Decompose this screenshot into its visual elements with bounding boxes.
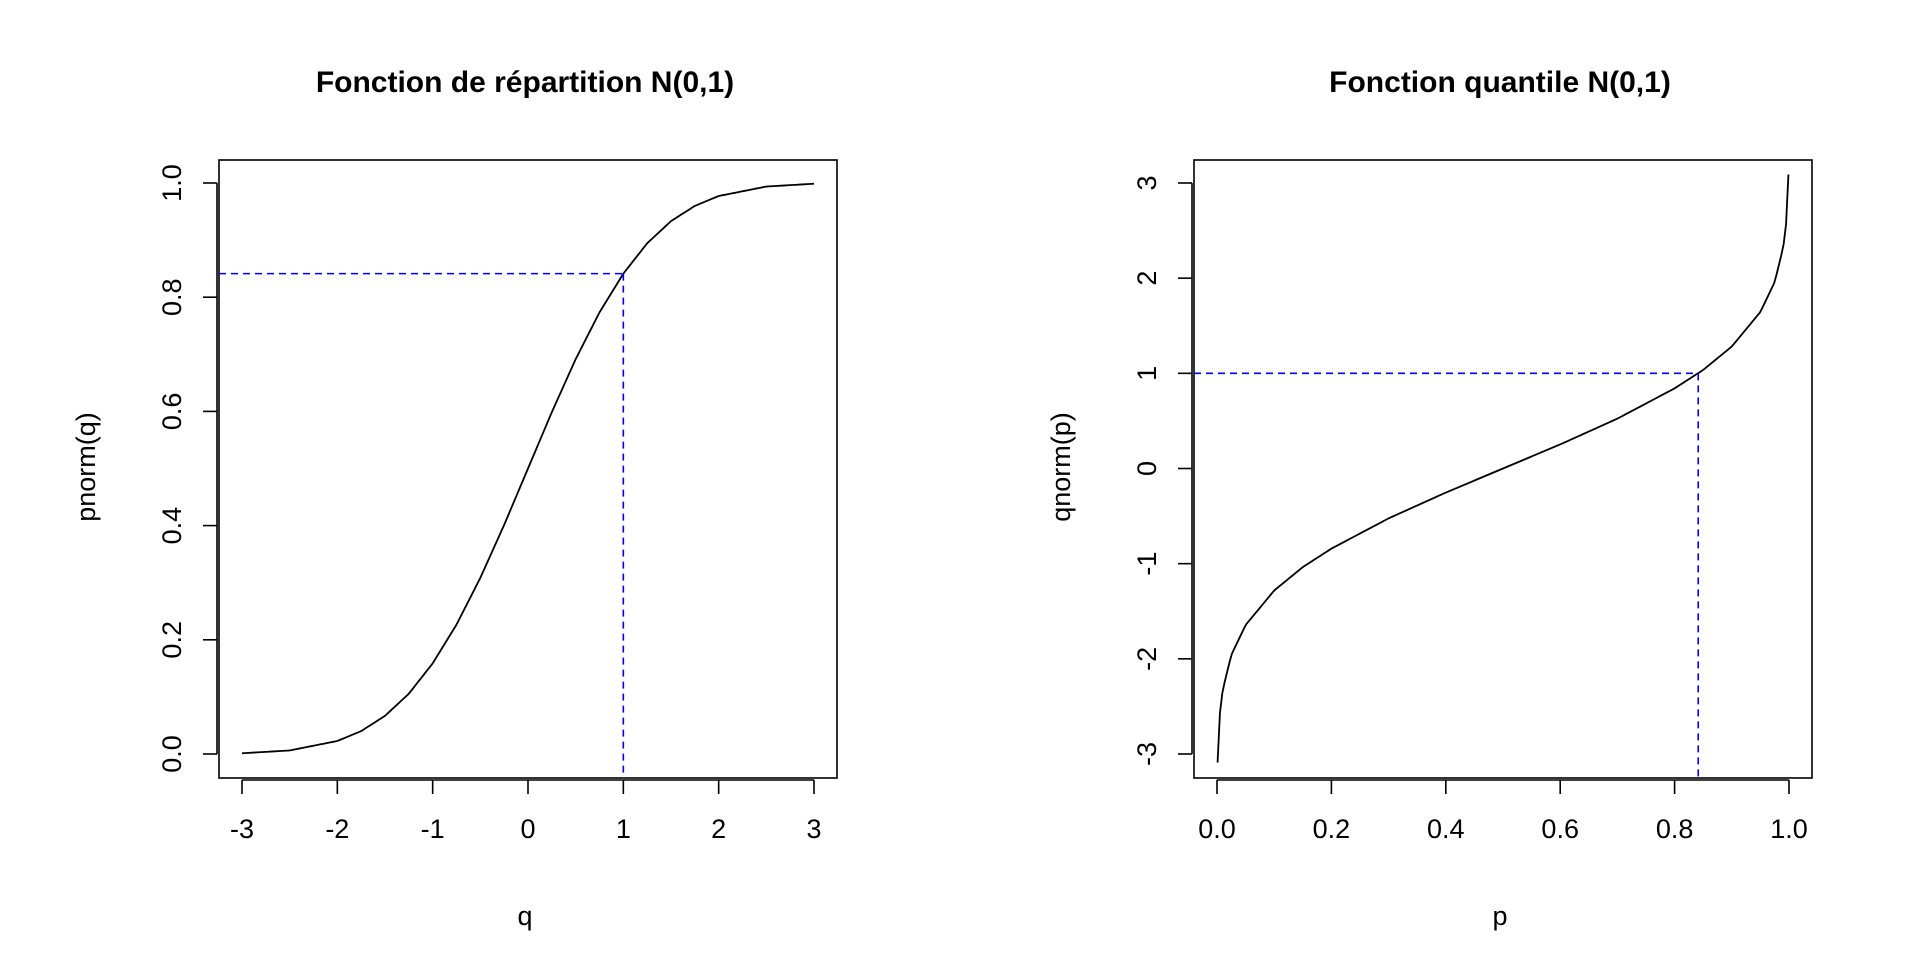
chart-cdf-series-line — [241, 182, 815, 755]
chart-quantile-y-tick-label: -2 — [1132, 647, 1162, 671]
chart-cdf-x-tick-label: 1 — [616, 814, 631, 844]
chart-quantile-title: Fonction quantile N(0,1) — [1329, 66, 1671, 99]
chart-quantile-series-line — [1216, 174, 1790, 763]
chart-quantile-y-tick-label: -3 — [1132, 742, 1162, 766]
chart-cdf-y-tick-label: 0.4 — [157, 507, 187, 545]
chart-cdf-y-tick-label: 0.8 — [157, 278, 187, 316]
chart-cdf-title: Fonction de répartition N(0,1) — [316, 66, 734, 99]
chart-cdf: Fonction de répartition N(0,1) q pnorm(q… — [71, 66, 838, 931]
chart-quantile-y-tick-label: 3 — [1132, 175, 1162, 190]
chart-cdf-x-tick-label: 2 — [711, 814, 726, 844]
chart-cdf-x-tick-label: 3 — [806, 814, 821, 844]
chart-cdf-x-tick-label: 0 — [520, 814, 535, 844]
chart-quantile-y-tick-label: 2 — [1132, 271, 1162, 286]
chart-quantile-x-tick-label: 0.0 — [1198, 814, 1236, 844]
chart-quantile: Fonction quantile N(0,1) p qnorm(p) 0.0 0… — [1046, 66, 1813, 931]
chart-quantile-x-tick-label: 0.8 — [1656, 814, 1694, 844]
chart-cdf-y-tick-label: 1.0 — [157, 164, 187, 202]
chart-quantile-frame — [1193, 159, 1813, 779]
chart-cdf-y-tick-label: 0.6 — [157, 393, 187, 431]
chart-cdf-y-axis-label: pnorm(q) — [71, 412, 101, 522]
chart-quantile-x-tick-label: 1.0 — [1770, 814, 1808, 844]
chart-cdf-y-tick-label: 0.0 — [157, 735, 187, 773]
chart-quantile-y-tick-label: 0 — [1132, 461, 1162, 476]
chart-quantile-plot: 0.0 0.2 0.4 0.6 0.8 1.0 -3 -2 -1 0 1 2 3 — [1132, 159, 1813, 844]
chart-cdf-x-tick-label: -2 — [325, 814, 349, 844]
chart-quantile-x-tick-label: 0.6 — [1541, 814, 1579, 844]
chart-quantile-x-tick-label: 0.2 — [1313, 814, 1351, 844]
chart-cdf-x-tick-label: -1 — [421, 814, 445, 844]
chart-quantile-y-axis-label: qnorm(p) — [1046, 412, 1076, 522]
chart-cdf-y-tick-label: 0.2 — [157, 621, 187, 659]
chart-cdf-x-axis-label: q — [517, 901, 532, 931]
chart-quantile-y-tick-label: -1 — [1132, 552, 1162, 576]
chart-cdf-x-tick-label: -3 — [230, 814, 254, 844]
chart-cdf-plot: -3 -2 -1 0 1 2 3 0.0 0.2 0.4 0.6 0.8 1.0 — [157, 159, 838, 844]
chart-cdf-frame — [218, 159, 838, 779]
chart-quantile-x-axis-label: p — [1492, 901, 1507, 931]
chart-quantile-x-tick-label: 0.4 — [1427, 814, 1465, 844]
chart-quantile-y-tick-label: 1 — [1132, 366, 1162, 381]
